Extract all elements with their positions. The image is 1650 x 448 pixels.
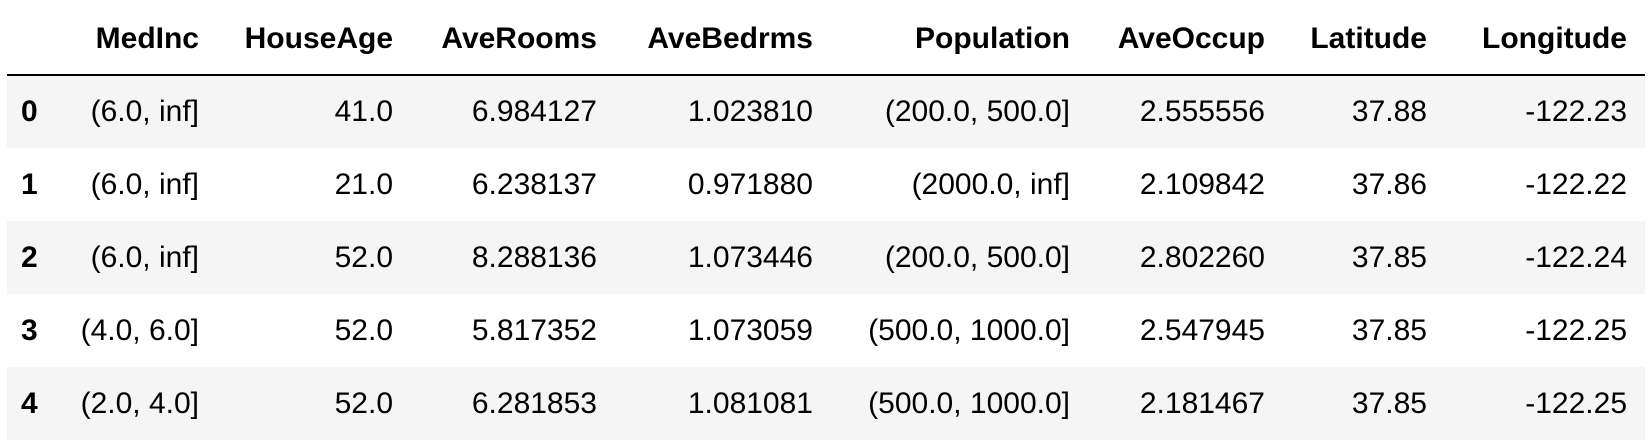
cell-aveoccup: 2.547945	[1139, 313, 1265, 347]
cell-houseage: 52.0	[334, 386, 393, 420]
index-header	[7, 4, 67, 76]
cell-population: (500.0, 1000.0]	[868, 313, 1070, 347]
cell-medinc: (6.0, inf]	[90, 240, 199, 274]
table-row: 1 (6.0, inf] 21.0 6.238137 0.971880 (200…	[7, 148, 1645, 221]
table-header: MedInc HouseAge AveRooms AveBedrms Popul…	[7, 4, 1645, 76]
cell-averooms: 6.281853	[471, 386, 597, 420]
cell-population: (500.0, 1000.0]	[868, 386, 1070, 420]
cell-averooms: 5.817352	[471, 313, 597, 347]
column-header-medinc: MedInc	[67, 4, 217, 76]
table-row: 4 (2.0, 4.0] 52.0 6.281853 1.081081 (500…	[7, 367, 1645, 440]
cell-medinc: (6.0, inf]	[90, 167, 199, 201]
cell-averooms: 6.984127	[471, 95, 597, 128]
cell-population: (200.0, 500.0]	[884, 95, 1070, 128]
column-header-averooms: AveRooms	[411, 4, 615, 76]
row-index: 3	[21, 313, 38, 347]
table-row: 3 (4.0, 6.0] 52.0 5.817352 1.073059 (500…	[7, 294, 1645, 367]
cell-avebedrms: 0.971880	[687, 167, 813, 201]
table-row: 0 (6.0, inf] 41.0 6.984127 1.023810 (200…	[7, 75, 1645, 148]
cell-aveoccup: 2.555556	[1139, 95, 1265, 128]
cell-aveoccup: 2.109842	[1139, 167, 1265, 201]
column-header-aveoccup: AveOccup	[1088, 4, 1283, 76]
cell-medinc: (4.0, 6.0]	[80, 313, 199, 347]
cell-medinc: (6.0, inf]	[90, 95, 199, 128]
row-index: 2	[21, 240, 38, 274]
dataframe-table: MedInc HouseAge AveRooms AveBedrms Popul…	[7, 4, 1645, 440]
cell-longitude: -122.25	[1525, 313, 1627, 347]
cell-longitude: -122.23	[1525, 95, 1627, 128]
cell-latitude: 37.85	[1351, 386, 1427, 420]
table-row: 2 (6.0, inf] 52.0 8.288136 1.073446 (200…	[7, 221, 1645, 294]
cell-avebedrms: 1.073059	[687, 313, 813, 347]
cell-population: (2000.0, inf]	[911, 167, 1070, 201]
cell-medinc: (2.0, 4.0]	[80, 386, 199, 420]
cell-latitude: 37.88	[1351, 95, 1427, 128]
column-header-avebedrms: AveBedrms	[615, 4, 831, 76]
cell-houseage: 52.0	[334, 240, 393, 274]
cell-aveoccup: 2.802260	[1139, 240, 1265, 274]
header-row: MedInc HouseAge AveRooms AveBedrms Popul…	[7, 4, 1645, 76]
cell-houseage: 41.0	[334, 95, 393, 128]
cell-avebedrms: 1.023810	[687, 95, 813, 128]
cell-houseage: 52.0	[334, 313, 393, 347]
cell-longitude: -122.24	[1525, 240, 1627, 274]
row-index: 1	[21, 167, 38, 201]
cell-houseage: 21.0	[334, 167, 393, 201]
cell-latitude: 37.85	[1351, 313, 1427, 347]
cell-avebedrms: 1.081081	[687, 386, 813, 420]
cell-latitude: 37.86	[1351, 167, 1427, 201]
column-header-latitude: Latitude	[1283, 4, 1445, 76]
cell-population: (200.0, 500.0]	[884, 240, 1070, 274]
table-body: 0 (6.0, inf] 41.0 6.984127 1.023810 (200…	[7, 75, 1645, 440]
column-header-houseage: HouseAge	[217, 4, 411, 76]
cell-avebedrms: 1.073446	[687, 240, 813, 274]
cell-longitude: -122.25	[1525, 386, 1627, 420]
cell-longitude: -122.22	[1525, 167, 1627, 201]
column-header-population: Population	[831, 4, 1088, 76]
cell-averooms: 8.288136	[471, 240, 597, 274]
row-index: 0	[21, 95, 38, 128]
cell-latitude: 37.85	[1351, 240, 1427, 274]
cell-aveoccup: 2.181467	[1139, 386, 1265, 420]
column-header-longitude: Longitude	[1445, 4, 1645, 76]
row-index: 4	[21, 386, 38, 420]
cell-averooms: 6.238137	[471, 167, 597, 201]
